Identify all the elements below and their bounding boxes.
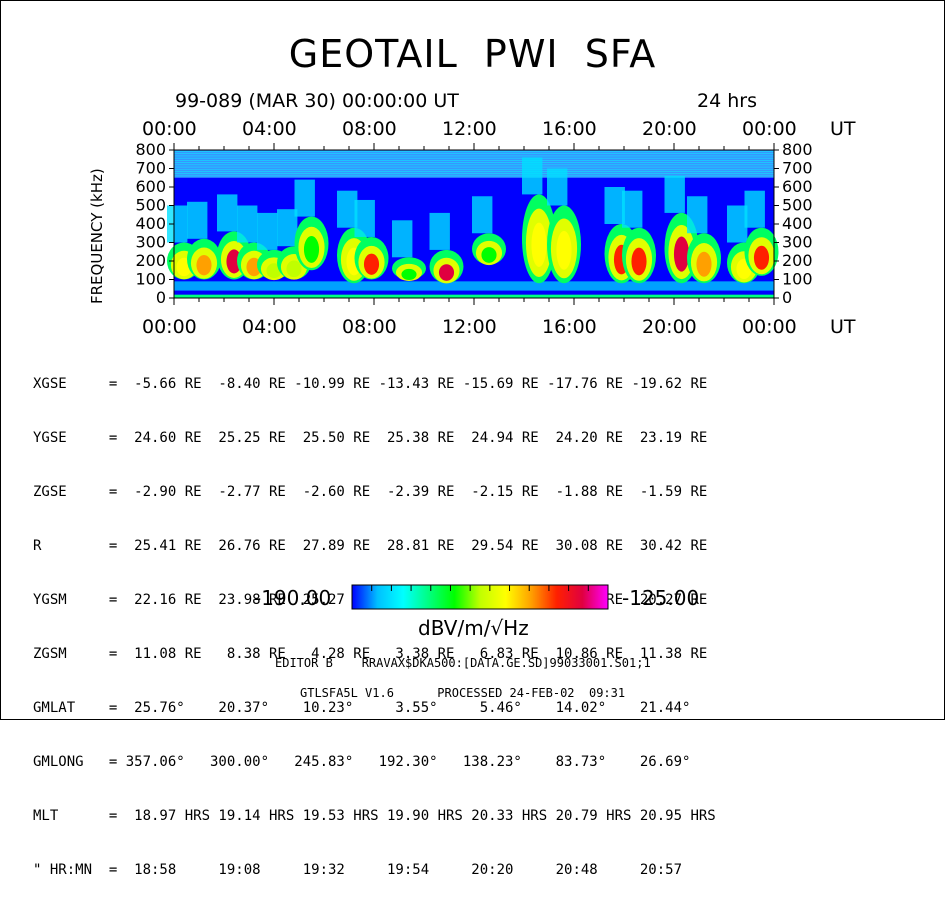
y-tick-label-right: 700 [782, 159, 813, 178]
orbit-row-ygse: YGSE = 24.60 RE 25.25 RE 25.50 RE 25.38 … [33, 430, 708, 446]
y-tick-label-left: 500 [135, 196, 166, 215]
colorbar-max-label: -125.00 [622, 586, 700, 610]
emission-burst-core [531, 222, 547, 267]
emission-plume [167, 205, 188, 243]
emission-plume [727, 205, 748, 243]
emission-plume [622, 190, 643, 228]
emission-plume [522, 157, 543, 195]
emission-burst-core [753, 245, 770, 270]
time-tick-label: 16:00 [542, 118, 597, 140]
emission-plume [664, 175, 685, 213]
y-tick-label-left: 700 [135, 159, 166, 178]
colorbar-gradient [351, 584, 609, 610]
orbit-row-zgsm: ZGSM = 11.08 RE 8.38 RE 4.28 RE 3.38 RE … [33, 646, 708, 662]
time-tick-label: 08:00 [342, 118, 397, 140]
date-line: 99-089 (MAR 30) 00:00:00 UT [175, 90, 459, 112]
emission-plume [294, 179, 315, 217]
y-tick-label-right: 500 [782, 196, 813, 215]
time-tick-label: 12:00 [442, 118, 497, 140]
emission-burst-core [401, 268, 417, 280]
orbit-row-r: R = 25.41 RE 26.76 RE 27.89 RE 28.81 RE … [33, 538, 708, 554]
time-tick-label: 00:00 [742, 118, 797, 140]
y-tick-label-right: 800 [782, 140, 813, 159]
time-tick-label: 16:00 [542, 316, 597, 338]
emission-burst-core [696, 251, 712, 277]
time-tick-label: 12:00 [442, 316, 497, 338]
emission-burst-core [363, 253, 380, 275]
y-tick-label-right: 400 [782, 214, 813, 233]
colorbar-min-label: -190.00 [254, 586, 332, 610]
emission-burst-core [631, 247, 647, 276]
orbit-row-hrmn: " HR:MN = 18:58 19:08 19:32 19:54 20:20 … [33, 862, 683, 878]
time-tick-label: 00:00 [742, 316, 797, 338]
emission-plume [472, 196, 493, 234]
emission-plume [392, 220, 413, 258]
emission-plume [187, 201, 208, 239]
emission-burst-core [673, 236, 690, 272]
y-tick-label-right: 0 [782, 288, 792, 307]
emission-burst-core [303, 236, 320, 263]
emission-plume [687, 196, 708, 234]
chart-title: GEOTAIL PWI SFA [288, 32, 657, 76]
emission-plume [217, 194, 238, 232]
emission-plume [744, 190, 765, 228]
colorbar [351, 584, 609, 610]
emission-burst-core [226, 249, 242, 274]
emission-burst-core [481, 247, 497, 263]
y-tick-label-left: 800 [135, 140, 166, 159]
emission-plume [354, 199, 375, 237]
time-tick-label: 04:00 [242, 118, 297, 140]
time-span: 24 hrs [697, 90, 757, 112]
emission-plume [429, 212, 450, 250]
footer-editor: EDITOR B RRAVAX$DKA500:[DATA.GE.SD]99033… [275, 656, 651, 670]
emission-plume [237, 205, 258, 243]
baseline-band [174, 294, 774, 298]
y-axis-label: FREQUENCY (kHz) [88, 168, 106, 304]
y-tick-label-right: 100 [782, 270, 813, 289]
y-tick-label-right: 200 [782, 251, 813, 270]
y-tick-label-left: 0 [156, 288, 166, 307]
footer-version: GTLSFA5L V1.6 PROCESSED 24-FEB-02 09:31 [300, 686, 626, 700]
time-tick-label: 08:00 [342, 316, 397, 338]
y-tick-label-right: 600 [782, 177, 813, 196]
time-tick-label: 00:00 [142, 316, 197, 338]
emission-burst-core [286, 260, 302, 278]
emission-plume [337, 190, 358, 228]
time-axis-unit: UT [830, 316, 856, 338]
time-tick-label: 00:00 [142, 118, 197, 140]
time-tick-label: 20:00 [642, 118, 697, 140]
orbit-row-mlt: MLT = 18.97 HRS 19.14 HRS 19.53 HRS 19.9… [33, 808, 716, 824]
time-axis-unit: UT [830, 118, 856, 140]
y-tick-label-left: 200 [135, 251, 166, 270]
orbit-row-zgse: ZGSE = -2.90 RE -2.77 RE -2.60 RE -2.39 … [33, 484, 708, 500]
orbit-table: XGSE = -5.66 RE -8.40 RE -10.99 RE -13.4… [33, 344, 716, 900]
y-tick-label-left: 400 [135, 214, 166, 233]
orbit-row-gmlat: GMLAT = 25.76° 20.37° 10.23° 3.55° 5.46°… [33, 700, 691, 716]
y-tick-label-left: 300 [135, 233, 166, 252]
colorbar-unit: dBV/m/√Hz [418, 616, 529, 640]
emission-burst-core [196, 254, 212, 276]
emission-plume [277, 209, 298, 247]
emission-plume [604, 187, 625, 224]
low-frequency-band [174, 281, 774, 291]
y-tick-label-right: 300 [782, 233, 813, 252]
emission-burst-core [438, 264, 455, 281]
orbit-row-xgse: XGSE = -5.66 RE -8.40 RE -10.99 RE -13.4… [33, 376, 708, 392]
emission-plume [257, 212, 278, 250]
time-tick-label: 04:00 [242, 316, 297, 338]
emission-burst-core [556, 230, 572, 270]
orbit-row-gmlong: GMLONG = 357.06° 300.00° 245.83° 192.30°… [33, 754, 691, 770]
time-tick-label: 20:00 [642, 316, 697, 338]
high-frequency-band [174, 150, 774, 178]
emission-plume [547, 168, 568, 206]
y-tick-label-left: 100 [135, 270, 166, 289]
y-tick-label-left: 600 [135, 177, 166, 196]
